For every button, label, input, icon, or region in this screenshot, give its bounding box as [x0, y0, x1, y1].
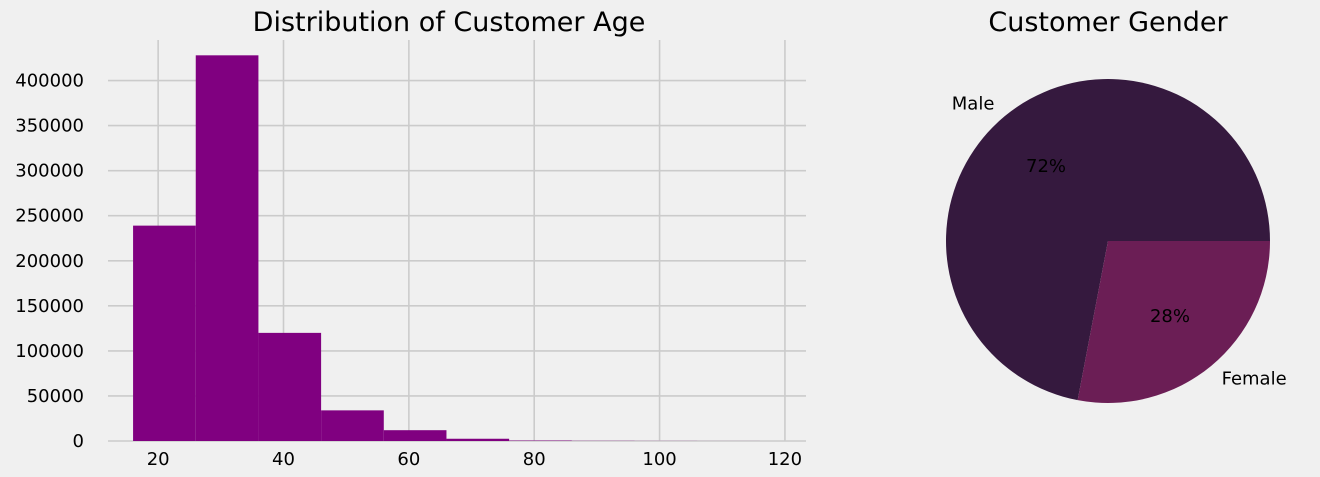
y-tick-label: 300000 — [15, 161, 84, 182]
x-tick-label: 120 — [768, 449, 802, 470]
histogram-title: Distribution of Customer Age — [253, 7, 646, 38]
x-tick-label: 20 — [147, 449, 170, 470]
y-tick-label: 100000 — [15, 341, 84, 362]
x-tick-label: 100 — [642, 449, 676, 470]
pie-label-female: Female — [1222, 368, 1287, 389]
histogram-x-tick-labels: 20 40 60 80 100 120 — [147, 449, 802, 470]
histogram-bar — [321, 410, 384, 441]
y-tick-label: 200000 — [15, 251, 84, 272]
pie-title: Customer Gender — [988, 7, 1228, 38]
pie-label-male: Male — [952, 94, 995, 115]
x-tick-label: 40 — [272, 449, 295, 470]
pie-percent-male: 72% — [1026, 156, 1066, 177]
y-tick-label: 150000 — [15, 296, 84, 317]
histogram-y-tick-labels: 0 50000 100000 150000 200000 250000 300000 3500… — [15, 71, 84, 452]
y-tick-label: 0 — [73, 431, 84, 452]
histogram-bar — [446, 438, 510, 441]
pie-percent-female: 28% — [1150, 306, 1190, 327]
pie-slices — [946, 79, 1270, 403]
histogram-bar — [133, 225, 196, 441]
pie-slice-male — [946, 79, 1270, 401]
pie-slice-female — [1077, 241, 1270, 403]
histogram-bar — [195, 55, 259, 442]
gender-pie-chart: Customer Gender Male 72% Female 28% — [946, 7, 1287, 403]
x-tick-label: 80 — [523, 449, 546, 470]
histogram-bars — [133, 55, 760, 442]
y-tick-label: 50000 — [27, 386, 84, 407]
histogram-bar — [383, 430, 447, 441]
age-histogram: Distribution of Customer Age 20 40 60 80 100… — [15, 7, 806, 470]
y-tick-label: 350000 — [15, 116, 84, 137]
y-tick-label: 250000 — [15, 206, 84, 227]
x-tick-label: 60 — [397, 449, 420, 470]
histogram-bar — [258, 332, 322, 441]
pie-labels: Male 72% Female 28% — [952, 94, 1287, 390]
y-tick-label: 400000 — [15, 71, 84, 92]
